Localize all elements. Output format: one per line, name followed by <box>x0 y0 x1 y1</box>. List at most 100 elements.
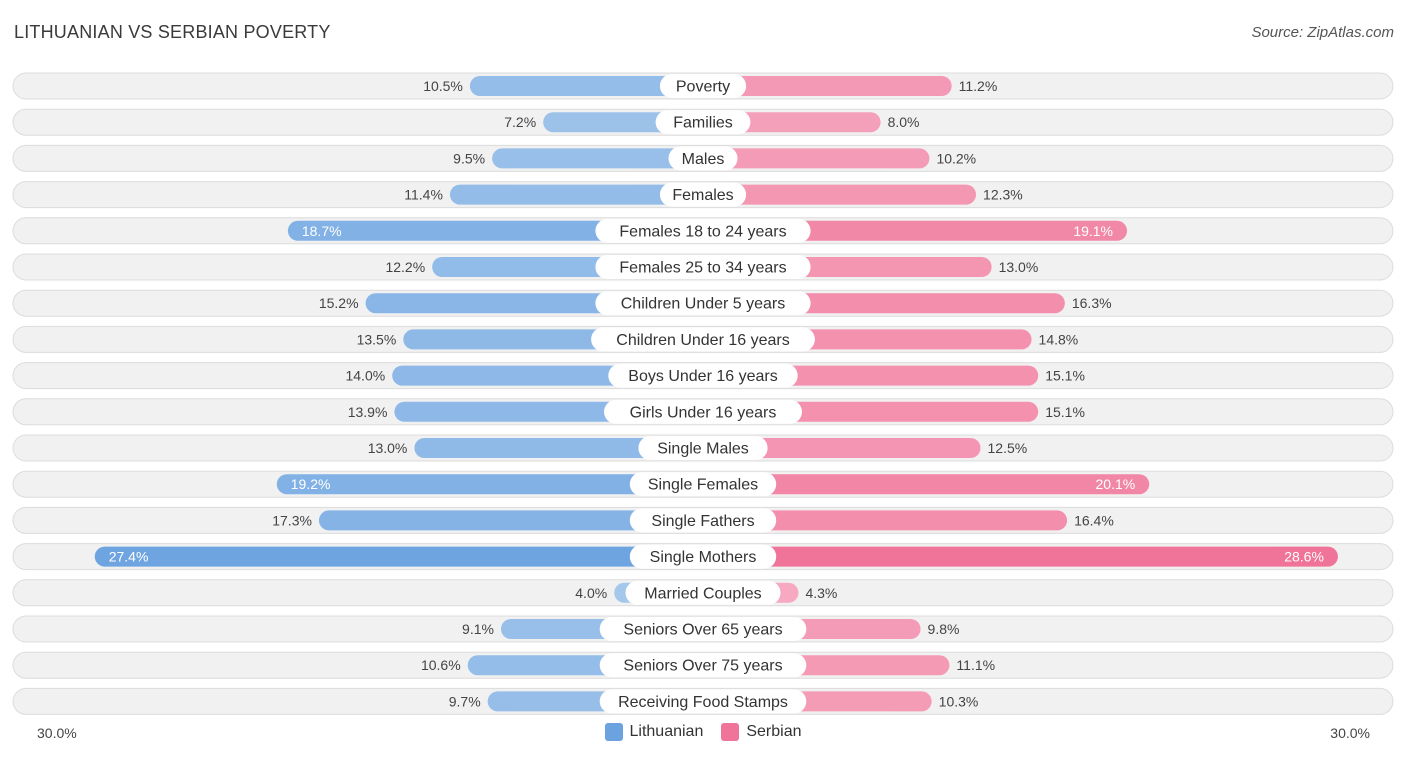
legend-label-serbian: Serbian <box>746 723 802 740</box>
source-note: Source: ZipAtlas.com <box>1251 24 1394 41</box>
value-label-lithuanian: 15.2% <box>319 295 359 311</box>
bar-lithuanian <box>492 148 713 169</box>
bar-row: Seniors Over 75 years 10.6% 11.1% <box>12 651 1394 679</box>
category-label: Females 18 to 24 years <box>619 223 786 240</box>
category-pill <box>629 544 777 569</box>
bar-row: Single Males 13.0% 12.5% <box>12 434 1394 462</box>
category-label: Receiving Food Stamps <box>618 694 788 711</box>
legend-item-lithuanian[interactable]: Lithuanian <box>604 723 704 741</box>
bar-serbian <box>693 76 952 96</box>
bar-row: Families 7.2% 8.0% <box>12 108 1394 136</box>
bar-lithuanian <box>318 510 713 531</box>
axis-left-label: 30.0% <box>37 725 77 741</box>
bar-row: Males 9.5% 10.2% <box>12 144 1394 172</box>
bar-serbian <box>693 474 1150 495</box>
value-label-serbian: 16.3% <box>1072 295 1112 311</box>
value-label-lithuanian: 9.5% <box>453 150 485 166</box>
value-label-serbian: 11.2% <box>959 78 998 94</box>
value-label-lithuanian: 9.1% <box>462 621 494 637</box>
category-label: Seniors Over 65 years <box>623 622 782 639</box>
bar-lithuanian <box>469 76 713 96</box>
value-label-lithuanian: 19.2% <box>291 476 331 492</box>
category-pill <box>599 653 807 678</box>
category-pill <box>608 363 798 388</box>
value-label-serbian: 15.1% <box>1045 368 1085 384</box>
category-label: Married Couples <box>644 585 761 602</box>
category-pill <box>595 218 811 243</box>
category-label: Single Males <box>657 441 749 458</box>
legend: Lithuanian Serbian <box>0 723 1406 741</box>
value-label-serbian: 14.8% <box>1039 331 1079 347</box>
category-pill <box>625 580 781 605</box>
bar-serbian <box>693 510 1068 531</box>
value-label-lithuanian: 13.5% <box>357 331 397 347</box>
value-label-lithuanian: 13.0% <box>368 440 408 456</box>
category-pill <box>638 436 768 460</box>
category-pill <box>629 472 777 497</box>
category-label: Children Under 5 years <box>621 296 786 313</box>
value-label-lithuanian: 14.0% <box>345 368 385 384</box>
legend-swatch-serbian <box>721 723 740 741</box>
legend-item-serbian[interactable]: Serbian <box>721 723 802 741</box>
bar-row: Single Fathers 17.3% 16.4% <box>12 506 1394 534</box>
category-label: Seniors Over 75 years <box>623 658 782 675</box>
value-label-lithuanian: 27.4% <box>109 549 149 565</box>
category-pill <box>655 110 751 135</box>
value-label-lithuanian: 9.7% <box>449 693 481 709</box>
category-label: Males <box>682 151 725 168</box>
category-pill <box>595 255 811 279</box>
bar-serbian <box>693 148 930 169</box>
bar-row: Females 25 to 34 years 12.2% 13.0% <box>12 253 1394 281</box>
value-label-serbian: 15.1% <box>1045 404 1085 420</box>
bar-serbian <box>693 546 1338 567</box>
bar-serbian <box>693 184 977 205</box>
category-label: Females 25 to 34 years <box>619 260 786 277</box>
bar-row: Married Couples 4.0% 4.3% <box>12 579 1394 607</box>
value-label-serbian: 8.0% <box>888 114 920 130</box>
bar-lithuanian <box>94 546 714 567</box>
category-pill <box>659 74 747 98</box>
category-pill <box>595 291 811 316</box>
value-label-serbian: 10.3% <box>939 693 979 709</box>
category-label: Children Under 16 years <box>616 332 789 349</box>
value-label-serbian: 11.1% <box>956 657 995 673</box>
chart-title: LITHUANIAN VS SERBIAN POVERTY <box>14 22 331 42</box>
category-label: Females <box>672 187 733 204</box>
bar-lithuanian <box>449 184 713 205</box>
value-label-lithuanian: 10.5% <box>423 78 463 94</box>
category-pill <box>629 508 777 533</box>
value-label-serbian: 13.0% <box>999 259 1039 275</box>
category-label: Single Females <box>648 477 758 494</box>
category-label: Families <box>673 115 733 132</box>
bar-row: Single Mothers 27.4% 28.6% <box>12 543 1394 571</box>
bar-lithuanian <box>414 438 713 458</box>
category-pill <box>599 617 807 641</box>
category-pill <box>659 182 747 207</box>
bar-row: Poverty 10.5% 11.2% <box>12 72 1394 100</box>
bar-row: Children Under 5 years 15.2% 16.3% <box>12 289 1394 317</box>
category-pill <box>668 146 738 171</box>
category-label: Boys Under 16 years <box>628 368 777 385</box>
category-pill <box>599 689 807 714</box>
bar-row: Seniors Over 65 years 9.1% 9.8% <box>12 615 1394 643</box>
value-label-serbian: 20.1% <box>1096 476 1136 492</box>
value-label-serbian: 12.5% <box>988 440 1028 456</box>
value-label-lithuanian: 11.4% <box>404 187 443 203</box>
category-pill <box>591 327 815 352</box>
legend-label-lithuanian: Lithuanian <box>629 723 704 740</box>
value-label-serbian: 10.2% <box>936 150 976 166</box>
value-label-serbian: 16.4% <box>1074 512 1114 528</box>
category-label: Single Mothers <box>650 549 757 566</box>
value-label-lithuanian: 10.6% <box>421 657 461 673</box>
value-label-lithuanian: 17.3% <box>272 512 312 528</box>
value-label-serbian: 4.3% <box>805 585 837 601</box>
value-label-lithuanian: 13.9% <box>348 404 388 420</box>
value-label-serbian: 28.6% <box>1284 549 1324 565</box>
value-label-lithuanian: 4.0% <box>575 585 607 601</box>
legend-swatch-lithuanian <box>604 723 623 741</box>
bar-lithuanian <box>276 474 713 495</box>
bar-row: Females 11.4% 12.3% <box>12 181 1394 209</box>
value-label-serbian: 9.8% <box>928 621 960 637</box>
value-label-serbian: 12.3% <box>983 187 1023 203</box>
